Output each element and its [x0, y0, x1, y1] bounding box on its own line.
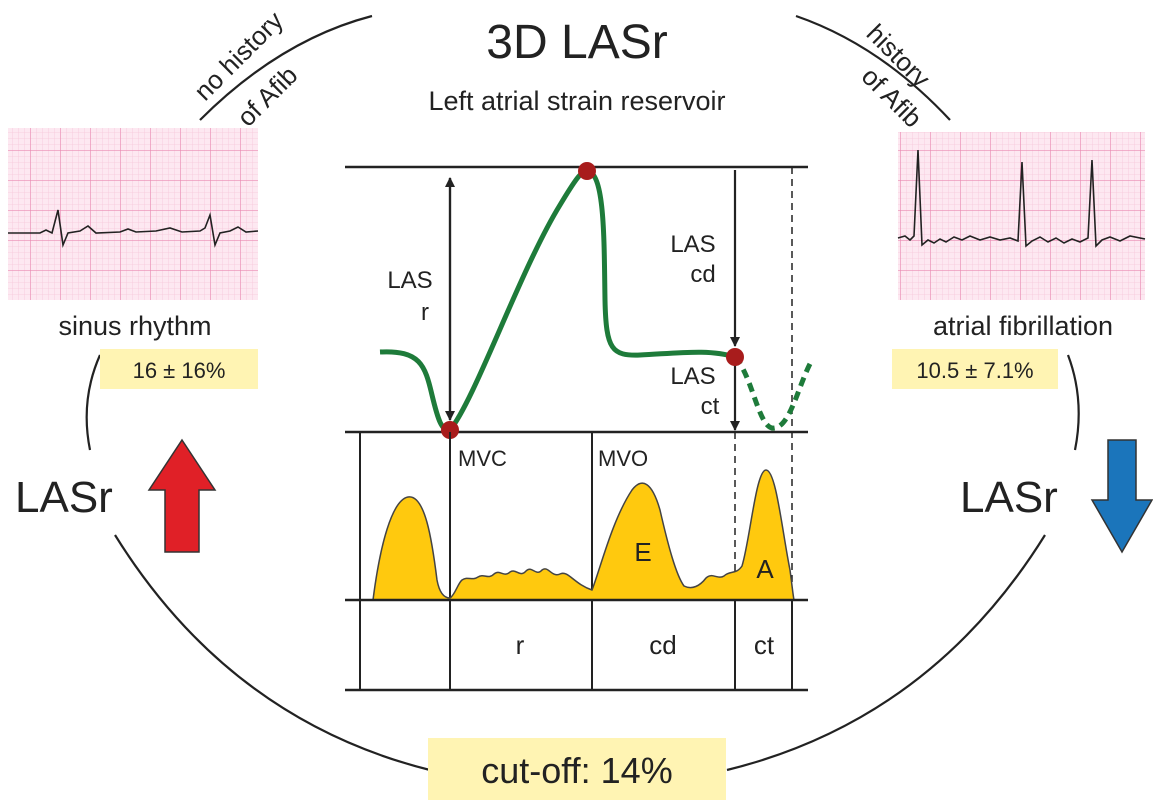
- left-value: 16 ± 16%: [133, 358, 226, 383]
- doppler-waveform: [372, 469, 795, 601]
- doppler-panel: MVC MVO E A r cd ct: [345, 432, 808, 692]
- page-subtitle: Left atrial strain reservoir: [428, 86, 725, 116]
- left-lasr-label: LASr: [15, 473, 113, 522]
- right-value: 10.5 ± 7.1%: [916, 358, 1033, 383]
- a-wave-label: A: [756, 554, 774, 584]
- phase-ct-label: ct: [754, 630, 775, 660]
- las-ct-label-1: LAS: [670, 363, 715, 390]
- strain-panel: LAS r LAS cd LAS ct: [345, 162, 815, 600]
- outer-circle: [85, 14, 1080, 772]
- mvc-label: MVC: [458, 446, 507, 471]
- arc-left-bottom: [114, 534, 431, 772]
- page-title: 3D LASr: [486, 16, 667, 69]
- arc-right-bottom: [726, 534, 1046, 772]
- strain-curve: [379, 168, 736, 433]
- right-lasr-label: LASr: [960, 473, 1058, 522]
- las-ct-label-2: ct: [701, 393, 720, 420]
- sinus-rhythm-label: sinus rhythm: [58, 311, 211, 341]
- mvo-label: MVO: [598, 446, 648, 471]
- las-r-label-2: r: [421, 299, 429, 326]
- afib-label: atrial fibrillation: [933, 311, 1113, 341]
- left-value-box: [100, 349, 258, 389]
- e-wave-label: E: [634, 537, 651, 567]
- ecg-atrial-fibrillation: [897, 132, 1146, 300]
- phase-cd-label: cd: [649, 630, 676, 660]
- las-r-label-1: LAS: [387, 267, 432, 294]
- arc-left-side: [85, 354, 102, 451]
- marker-mvc: [441, 421, 459, 439]
- strain-curve-dashed: [733, 355, 815, 431]
- cutoff-label: cut-off: 14%: [481, 750, 672, 791]
- arc-right-side: [1066, 354, 1080, 451]
- marker-peak: [578, 162, 596, 180]
- arrow-down-icon: [1090, 439, 1153, 554]
- ecg-sinus-trace: [8, 209, 259, 248]
- ecg-afib-trace: [897, 149, 1146, 248]
- arrow-up-icon: [147, 438, 217, 553]
- arc-right-top: [795, 14, 951, 121]
- las-cd-label-1: LAS: [670, 231, 715, 258]
- las-cd-label-2: cd: [690, 261, 715, 288]
- arc-left-top: [199, 14, 373, 121]
- marker-late: [726, 348, 744, 366]
- ecg-sinus-rhythm: [8, 128, 259, 300]
- cutoff-box: [428, 738, 726, 800]
- right-value-box: [892, 349, 1058, 389]
- phase-r-label: r: [516, 630, 525, 660]
